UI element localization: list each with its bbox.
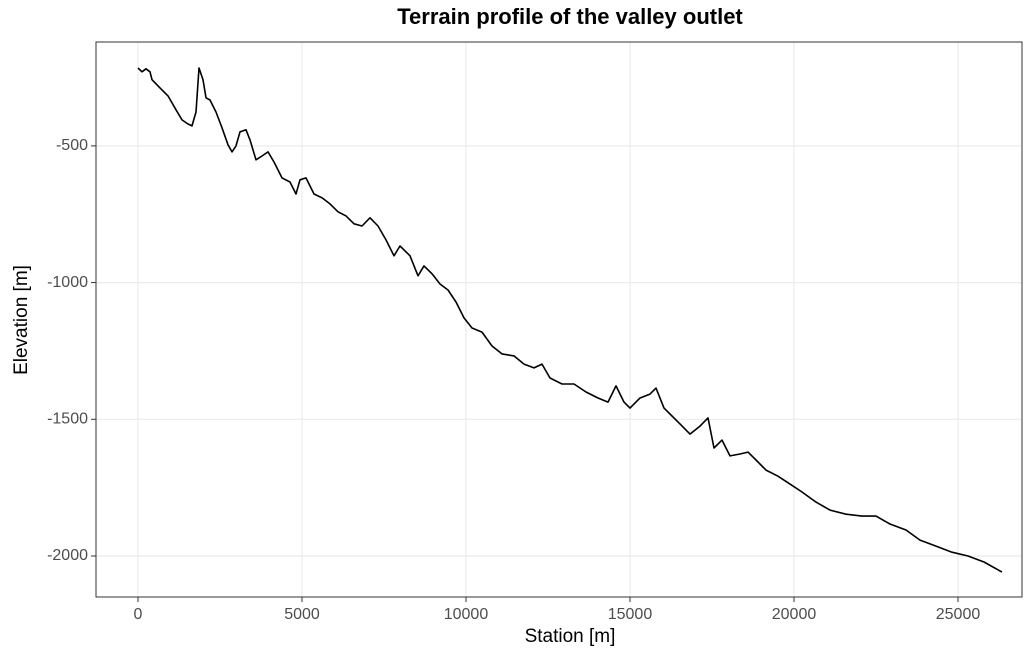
plot-panel [95, 41, 1023, 598]
x-axis-title: Station [m] [525, 626, 616, 647]
y-axis-title: Elevation [m] [11, 265, 32, 375]
x-tick-label: 0 [134, 606, 143, 623]
x-tick-label: 10000 [444, 606, 489, 623]
x-tick-label: 20000 [772, 606, 817, 623]
x-tick-label: 25000 [936, 606, 981, 623]
profile-line [137, 67, 1003, 573]
chart-title: Terrain profile of the valley outlet [397, 4, 743, 29]
y-tick-label: -500 [56, 137, 88, 154]
y-tick-label: -1000 [47, 274, 88, 291]
x-tick-label: 15000 [608, 606, 653, 623]
y-tick-label: -1500 [47, 411, 88, 428]
y-tick-label: -2000 [47, 547, 88, 564]
x-tick-label: 5000 [284, 606, 320, 623]
